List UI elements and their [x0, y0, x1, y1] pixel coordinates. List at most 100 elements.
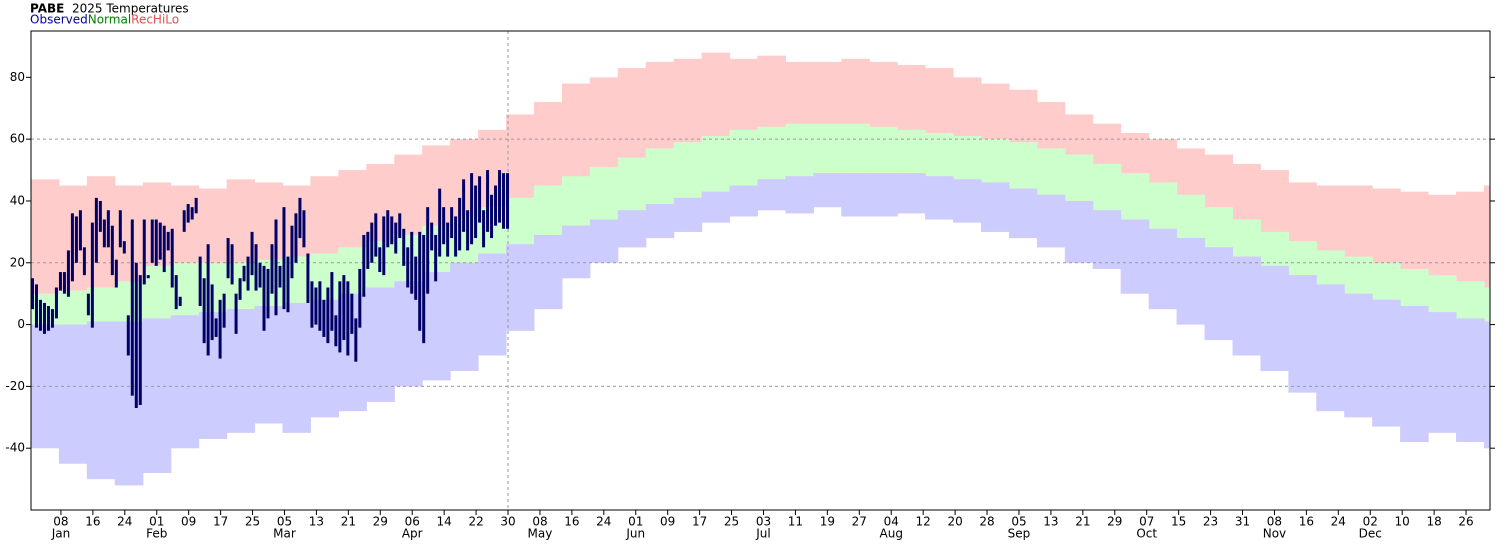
range-bar	[410, 231, 414, 294]
record-low-bar	[1400, 306, 1429, 443]
record-low-bar	[142, 318, 172, 473]
range-bar	[841, 123, 870, 174]
range-bar	[757, 126, 786, 180]
record-low-bar	[1428, 312, 1457, 433]
range-bar	[334, 315, 338, 347]
x-tick-label: 08	[532, 515, 547, 529]
range-bar	[474, 185, 478, 239]
range-bar	[278, 265, 282, 288]
x-tick-label: 28	[979, 515, 994, 529]
x-tick-label: 25	[245, 515, 260, 529]
record-low-bar	[729, 185, 759, 217]
y-tick-label: 40	[10, 193, 25, 207]
record-low-bar	[1456, 318, 1485, 443]
range-bar	[390, 216, 394, 245]
range-bar	[114, 281, 144, 322]
record-low-bar	[1148, 228, 1178, 310]
range-bar	[370, 222, 374, 263]
x-tick-label: 16	[85, 515, 100, 529]
range-bar	[1064, 154, 1094, 201]
x-tick-label: 13	[309, 515, 324, 529]
plot-frame	[30, 30, 1491, 511]
x-tick-label: 01	[149, 515, 164, 529]
record-low-bar	[226, 309, 256, 433]
record-low-bar	[617, 210, 647, 248]
range-bar	[330, 272, 334, 331]
month-label: Mar	[273, 527, 296, 541]
range-bar	[134, 262, 138, 409]
range-bar	[98, 200, 102, 232]
range-bar	[274, 219, 278, 316]
range-bar	[258, 262, 262, 288]
x-tick-label: 20	[947, 515, 962, 529]
range-bar	[218, 299, 222, 359]
record-low-bar	[282, 302, 311, 433]
range-bar	[126, 315, 130, 356]
record-low-bar	[1008, 188, 1038, 239]
month-label: Jul	[755, 527, 770, 541]
range-bar	[394, 222, 398, 254]
record-low-bar	[1092, 210, 1122, 269]
range-bar	[266, 268, 270, 319]
range-bar	[46, 306, 50, 331]
x-tick-label: 30	[500, 515, 515, 529]
x-tick-label: 23	[1203, 515, 1218, 529]
range-bar	[897, 129, 926, 174]
range-bar	[242, 265, 246, 282]
range-bar	[42, 302, 46, 334]
range-bar	[74, 216, 78, 263]
range-bar	[925, 132, 954, 177]
x-tick-label: 02	[1363, 515, 1378, 529]
range-bar	[286, 256, 290, 313]
range-bar	[122, 241, 126, 254]
range-bar	[174, 275, 178, 310]
month-label: Apr	[402, 527, 423, 541]
range-bar	[50, 309, 54, 328]
record-low-bar	[1064, 200, 1094, 263]
range-bar	[1120, 173, 1150, 220]
x-tick-label: 08	[1267, 515, 1282, 529]
range-bar	[306, 253, 310, 303]
x-tick-label: 13	[1043, 515, 1058, 529]
range-bar	[346, 281, 350, 356]
range-bar	[142, 219, 146, 285]
record-low-bar	[506, 244, 535, 331]
range-bar	[398, 213, 402, 239]
record-low-bar	[1288, 275, 1317, 393]
x-tick-label: 24	[1331, 515, 1346, 529]
y-tick-label: 80	[10, 70, 25, 84]
record-low-bar	[1120, 219, 1150, 294]
x-tick-label: 03	[756, 515, 771, 529]
x-tick-label: 29	[1107, 515, 1122, 529]
x-tick-label: 08	[53, 515, 68, 529]
range-bar	[322, 299, 326, 337]
range-bar	[214, 318, 218, 337]
record-low-bar	[478, 253, 507, 356]
month-label: May	[528, 527, 553, 541]
range-bar	[1260, 231, 1289, 266]
range-bar	[230, 244, 234, 285]
range-bar	[1372, 262, 1401, 300]
x-tick-label: 18	[1426, 515, 1441, 529]
record-low-bar	[254, 306, 283, 424]
range-bar	[358, 268, 362, 328]
range-bar	[498, 170, 502, 223]
x-tick-label: 09	[660, 515, 675, 529]
range-bar	[478, 176, 482, 223]
record-low-bar	[1232, 256, 1261, 356]
legend-entry: Normal	[88, 13, 131, 27]
range-bar	[494, 185, 498, 226]
record-low-bar	[757, 179, 786, 211]
range-bar	[434, 234, 438, 282]
record-low-bar	[1260, 265, 1289, 371]
range-bar	[34, 284, 38, 328]
range-bar	[198, 256, 202, 307]
record-low-bar	[1176, 238, 1206, 325]
x-tick-label: 24	[596, 515, 611, 529]
range-bar	[70, 213, 74, 282]
x-tick-label: 15	[1171, 515, 1186, 529]
range-bar	[202, 278, 206, 344]
range-bar	[142, 265, 172, 319]
range-bar	[234, 293, 238, 334]
range-bar	[438, 188, 442, 257]
